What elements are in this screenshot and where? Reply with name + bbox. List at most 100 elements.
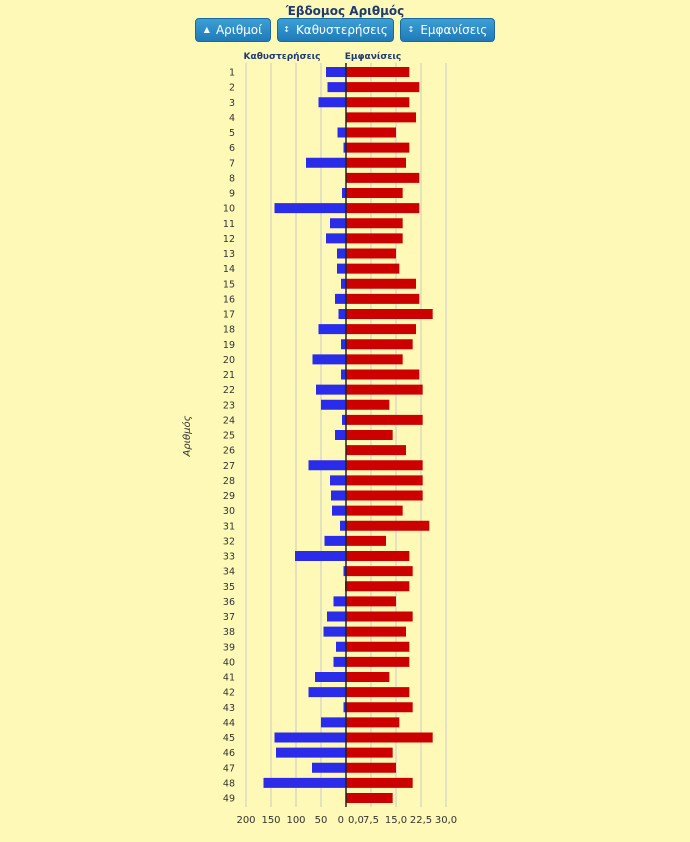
appearance-bar <box>346 520 430 531</box>
appearance-bar <box>346 324 416 335</box>
right-axis-tick-label: 15,0 <box>385 815 407 826</box>
delay-bar <box>274 732 346 743</box>
category-label: 13 <box>223 249 235 260</box>
delay-bar <box>341 339 346 350</box>
appearance-bar <box>346 67 410 77</box>
delay-bar <box>335 430 346 440</box>
category-label: 46 <box>223 748 235 759</box>
delay-bar <box>341 369 346 380</box>
appearance-bar <box>346 430 393 440</box>
delay-bar <box>342 188 346 198</box>
delay-bar <box>274 203 346 214</box>
appearance-bar <box>346 445 406 456</box>
delay-bar <box>323 626 346 637</box>
sort-by-delays-button[interactable]: ↕ Καθυστερήσεις <box>277 18 394 42</box>
appearance-bar <box>346 172 420 183</box>
category-label: 40 <box>223 657 235 668</box>
category-label: 36 <box>223 597 235 608</box>
delay-bar <box>316 384 346 395</box>
sort-icon: ↕ <box>407 25 415 34</box>
delay-bar <box>337 263 346 274</box>
delay-bar <box>335 293 346 304</box>
appearance-bar <box>346 127 396 138</box>
delay-bar <box>336 641 346 652</box>
category-label: 7 <box>229 158 235 169</box>
appearance-bar <box>346 762 396 773</box>
appearance-bar <box>346 551 410 561</box>
left-axis-title: Καθυστερήσεις <box>244 52 321 62</box>
delay-bar <box>315 672 346 682</box>
category-label: 5 <box>229 128 235 139</box>
bars <box>263 63 433 807</box>
appearance-bar <box>346 188 403 198</box>
delay-bar <box>295 551 346 561</box>
category-label: 28 <box>223 476 235 487</box>
delay-bar <box>330 475 346 486</box>
delay-bar <box>326 67 346 77</box>
appearance-bar <box>346 626 406 637</box>
appearance-bar <box>346 142 410 153</box>
sort-by-appearances-label: Εμφανίσεις <box>420 23 488 37</box>
appearance-bar <box>346 112 416 123</box>
appearance-bar <box>346 263 400 274</box>
category-label: 42 <box>223 688 235 699</box>
category-label: 37 <box>223 612 235 623</box>
appearance-bar <box>346 157 406 168</box>
appearance-bar <box>346 414 423 425</box>
delay-bar <box>333 596 346 607</box>
category-label: 48 <box>223 778 235 789</box>
appearance-bar <box>346 672 390 682</box>
appearance-bar <box>346 717 400 728</box>
delay-bar <box>343 142 346 153</box>
category-label: 16 <box>223 294 235 305</box>
appearance-bar <box>346 687 410 698</box>
appearance-bar <box>346 384 423 395</box>
category-label: 34 <box>223 567 235 578</box>
category-label: 11 <box>223 219 235 230</box>
appearance-bar <box>346 399 390 410</box>
y-axis-title: Αριθμός <box>181 415 193 457</box>
left-axis-tick-label: 100 <box>286 815 305 826</box>
category-label: 17 <box>223 310 235 321</box>
category-label: 47 <box>223 763 235 774</box>
delay-bar <box>321 717 346 728</box>
delay-bar <box>337 127 346 138</box>
left-axis-tick-label: 50 <box>315 815 328 826</box>
appearance-bar <box>346 233 403 244</box>
delay-bar <box>343 566 346 577</box>
right-axis-title: Εμφανίσεις <box>345 51 402 62</box>
category-label: 45 <box>223 733 235 744</box>
delay-bar <box>308 687 346 698</box>
category-label: 14 <box>223 264 235 275</box>
category-label: 25 <box>223 431 235 442</box>
labels: 200 150 100 50 0 0,0 7,5 15,0 22,5 30,0 Καθυστερήσ… <box>181 51 457 826</box>
chart-title: Έβδομος Αριθμός <box>285 4 405 18</box>
category-label: 3 <box>229 98 235 109</box>
appearance-bar <box>346 611 413 622</box>
appearance-bar <box>346 369 420 380</box>
appearance-bar <box>346 293 420 304</box>
sort-by-number-button[interactable]: ▲ Αριθμοί <box>195 18 271 42</box>
caret-up-icon: ▲ <box>203 25 210 34</box>
delay-bar <box>332 505 346 516</box>
category-label: 8 <box>229 173 235 184</box>
sort-by-number-label: Αριθμοί <box>215 23 263 37</box>
category-label: 9 <box>229 189 235 200</box>
appearance-bar <box>346 97 410 108</box>
appearance-bar <box>346 566 413 577</box>
sort-by-appearances-button[interactable]: ↕ Εμφανίσεις <box>400 18 495 42</box>
category-label: 15 <box>223 279 235 290</box>
category-label: 35 <box>223 582 235 593</box>
category-label: 19 <box>223 340 235 351</box>
delay-bar <box>331 490 346 501</box>
category-label: 30 <box>223 506 235 517</box>
appearance-bar <box>346 475 423 486</box>
category-label: 21 <box>223 370 235 381</box>
category-label: 10 <box>223 204 235 215</box>
appearance-bar <box>346 248 396 259</box>
appearance-bar <box>346 278 416 289</box>
appearance-bar <box>346 82 420 93</box>
right-axis-tick-label: 7,5 <box>363 815 379 826</box>
category-label: 39 <box>223 642 235 653</box>
